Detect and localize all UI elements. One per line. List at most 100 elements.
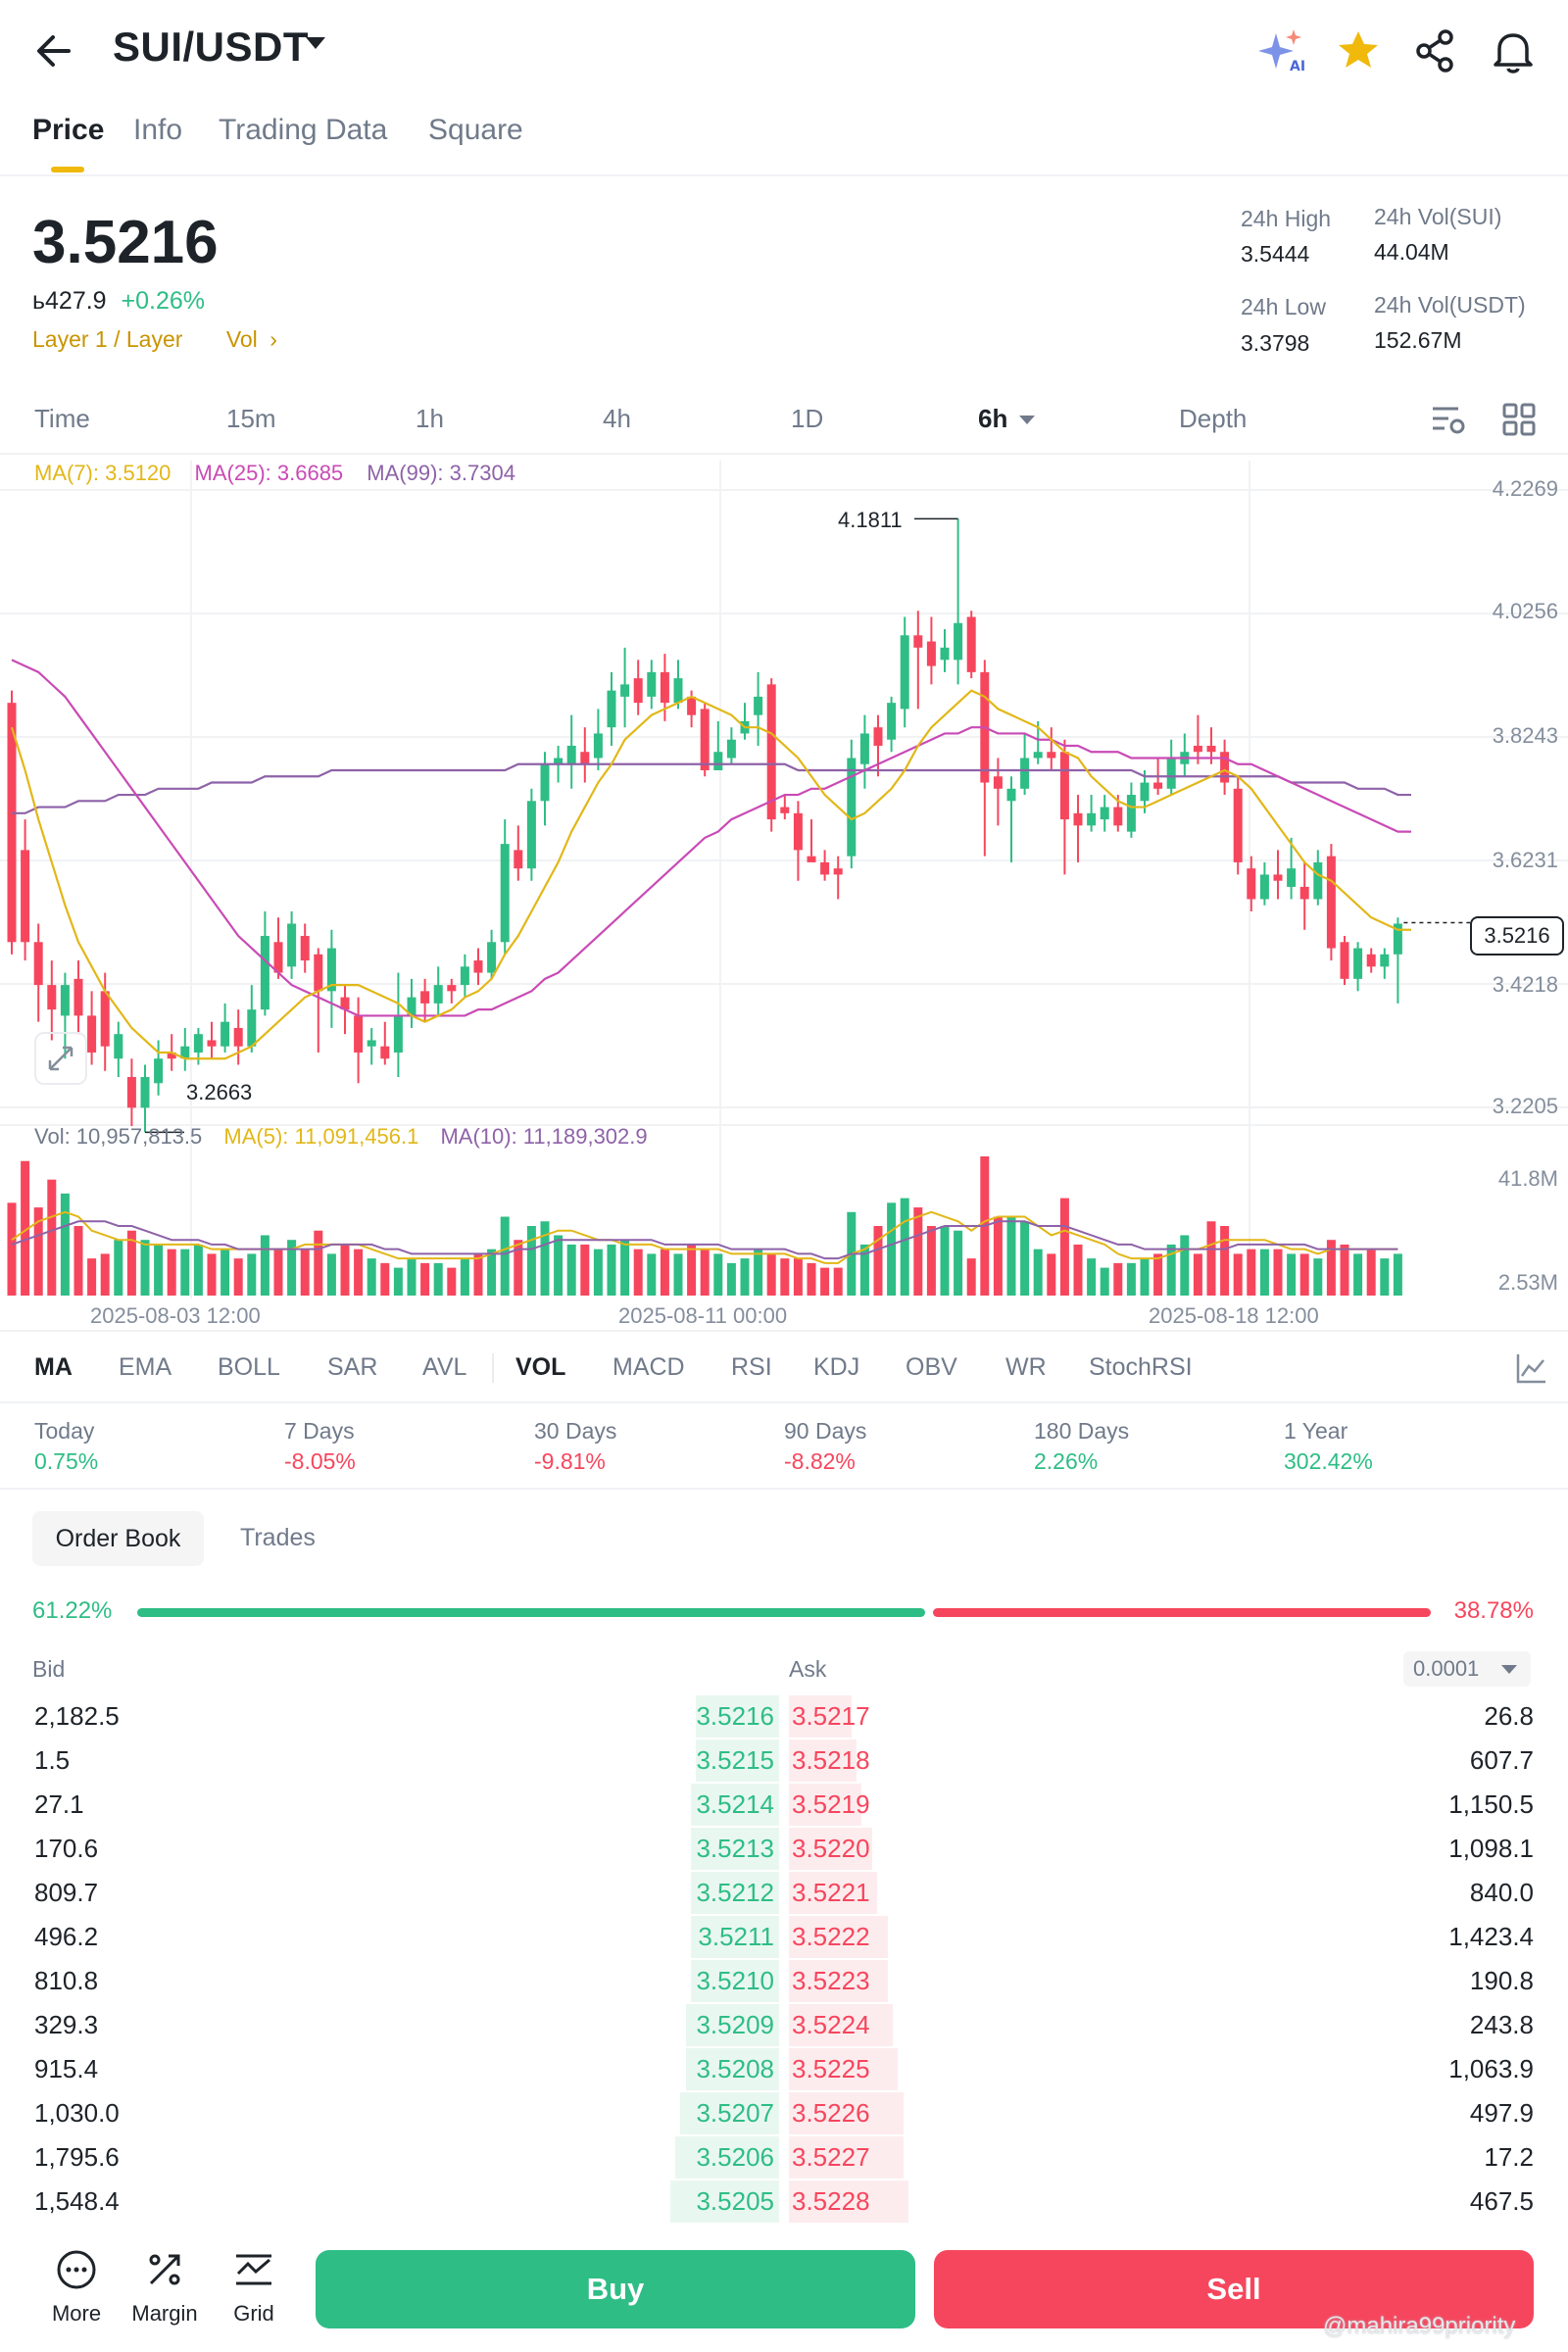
volume-bar	[1059, 1198, 1069, 1296]
volume-bar	[607, 1244, 616, 1296]
indicator-rsi[interactable]: RSI	[731, 1353, 772, 1381]
indicator-obv[interactable]: OBV	[906, 1353, 957, 1381]
ask-quantity: 1,423.4	[1448, 1922, 1534, 1951]
volume-bar	[273, 1249, 283, 1296]
more-label[interactable]: More	[51, 2301, 102, 2326]
chart-settings-icon[interactable]	[1429, 400, 1468, 439]
candle-body	[33, 942, 43, 986]
vol-link[interactable]: Vol	[225, 326, 258, 352]
back-arrow-icon[interactable]	[29, 25, 80, 76]
volume-bar	[354, 1249, 364, 1296]
ask-ratio-bar	[933, 1608, 1431, 1617]
volume-bar	[526, 1226, 536, 1296]
indicator-wr[interactable]: WR	[1005, 1353, 1047, 1381]
volume-bar	[1100, 1267, 1109, 1296]
order-book-row[interactable]: 27.1 3.5214 3.5219 1,150.5	[0, 1782, 1568, 1826]
grid-label[interactable]: Grid	[233, 2301, 274, 2326]
candle-body	[887, 703, 897, 740]
bid-depth-bar	[690, 1872, 779, 1914]
indicator-macd[interactable]: MACD	[612, 1353, 685, 1381]
interval-depth[interactable]: Depth	[1179, 404, 1248, 433]
tab-info[interactable]: Info	[133, 114, 183, 146]
interval-1d[interactable]: 1D	[791, 404, 824, 433]
pair-title[interactable]: SUI/USDT	[113, 24, 310, 70]
grid-button[interactable]	[215, 2246, 293, 2298]
order-book-row[interactable]: 1,030.0 3.5207 3.5226 497.9	[0, 2090, 1568, 2134]
candle-body	[566, 745, 576, 764]
tab-trades[interactable]: Trades	[240, 1524, 316, 1551]
tab-trading-data[interactable]: Trading Data	[219, 114, 388, 146]
indicator-ema[interactable]: EMA	[119, 1353, 172, 1381]
order-book-row[interactable]: 810.8 3.5210 3.5223 190.8	[0, 1958, 1568, 2002]
ask-depth-bar	[789, 1784, 862, 1826]
more-button[interactable]	[37, 2246, 116, 2298]
indicator-vol[interactable]: VOL	[515, 1353, 566, 1381]
volume-bar	[433, 1262, 443, 1296]
indicator-kdj[interactable]: KDJ	[813, 1353, 860, 1381]
indicator-avl[interactable]: AVL	[422, 1353, 467, 1381]
order-book-row[interactable]: 809.7 3.5212 3.5221 840.0	[0, 1870, 1568, 1914]
star-icon[interactable]	[1331, 24, 1386, 78]
volume-bar	[1033, 1249, 1043, 1296]
order-book-row[interactable]: 1,795.6 3.5206 3.5227 17.2	[0, 2134, 1568, 2179]
expand-chart-button[interactable]	[34, 1032, 87, 1085]
volume-bar	[926, 1226, 936, 1296]
interval-4h[interactable]: 4h	[603, 404, 631, 433]
volume-bar	[593, 1249, 603, 1296]
interval-15m[interactable]: 15m	[226, 404, 276, 433]
candle-body	[807, 856, 816, 862]
order-book-row[interactable]: 329.3 3.5209 3.5224 243.8	[0, 2002, 1568, 2046]
candle-body	[754, 696, 763, 715]
indicator-stochrsi[interactable]: StochRSI	[1089, 1353, 1193, 1381]
bell-icon[interactable]	[1486, 24, 1541, 78]
order-book-row[interactable]: 170.6 3.5213 3.5220 1,098.1	[0, 1826, 1568, 1870]
ma-legend: MA(7): 3.5120 MA(25): 3.6685 MA(99): 3.7…	[34, 461, 515, 486]
grid-layout-icon[interactable]	[1499, 400, 1539, 439]
sector-link[interactable]: Layer 1 / Layer	[32, 326, 183, 352]
order-book-row[interactable]: 1,548.4 3.5205 3.5228 467.5	[0, 2179, 1568, 2223]
bid-depth-bar	[685, 2004, 779, 2046]
indicator-boll[interactable]: BOLL	[218, 1353, 280, 1381]
volume-bar	[540, 1221, 550, 1296]
interval-6h[interactable]: 6h	[978, 404, 1008, 433]
volume-bar	[1113, 1262, 1123, 1296]
share-icon[interactable]	[1408, 24, 1463, 78]
precision-caret-icon[interactable]	[1501, 1665, 1517, 1674]
ai-sparkle-icon[interactable]: AI	[1254, 24, 1309, 78]
indicator-chart-icon[interactable]	[1514, 1350, 1549, 1386]
order-book-row[interactable]: 2,182.5 3.5216 3.5217 26.8	[0, 1693, 1568, 1738]
volume-bar	[60, 1193, 70, 1296]
ask-price: 3.5223	[792, 1966, 870, 1995]
buy-button[interactable]: Buy	[316, 2250, 915, 2328]
tab-square[interactable]: Square	[428, 114, 523, 146]
order-book-row[interactable]: 915.4 3.5208 3.5225 1,063.9	[0, 2046, 1568, 2090]
margin-icon	[149, 2254, 180, 2285]
candle-body	[1153, 782, 1163, 789]
order-book-row[interactable]: 496.2 3.5211 3.5222 1,423.4	[0, 1914, 1568, 1958]
bid-price: 3.5205	[696, 2186, 774, 2216]
ask-price: 3.5219	[792, 1789, 870, 1819]
margin-button[interactable]	[125, 2246, 204, 2298]
sell-button[interactable]: Sell	[934, 2250, 1534, 2328]
pair-dropdown-caret-icon[interactable]	[306, 37, 325, 49]
margin-label[interactable]: Margin	[131, 2301, 198, 2326]
candle-body	[500, 844, 510, 943]
candle-body	[954, 622, 963, 661]
indicator-ma[interactable]: MA	[34, 1353, 73, 1381]
grid-bot-icon	[236, 2254, 271, 2285]
tab-order-book[interactable]: Order Book	[32, 1511, 204, 1566]
indicator-separator	[492, 1353, 494, 1383]
chevron-right-icon[interactable]: ›	[270, 326, 277, 352]
order-book-row[interactable]: 1.5 3.5215 3.5218 607.7	[0, 1738, 1568, 1782]
interval-time[interactable]: Time	[34, 404, 90, 433]
performance-label: 7 Days	[284, 1418, 355, 1444]
ma7-legend: MA(7): 3.5120	[34, 461, 172, 485]
interval-1h[interactable]: 1h	[416, 404, 444, 433]
indicator-sar[interactable]: SAR	[327, 1353, 378, 1381]
candle-body	[913, 635, 923, 648]
interval-dropdown-caret-icon[interactable]	[1019, 416, 1035, 424]
tab-price[interactable]: Price	[32, 114, 105, 146]
candlestick-chart[interactable]	[0, 0, 1568, 1333]
bid-depth-bar	[680, 2092, 779, 2134]
volume-bar	[126, 1230, 136, 1296]
